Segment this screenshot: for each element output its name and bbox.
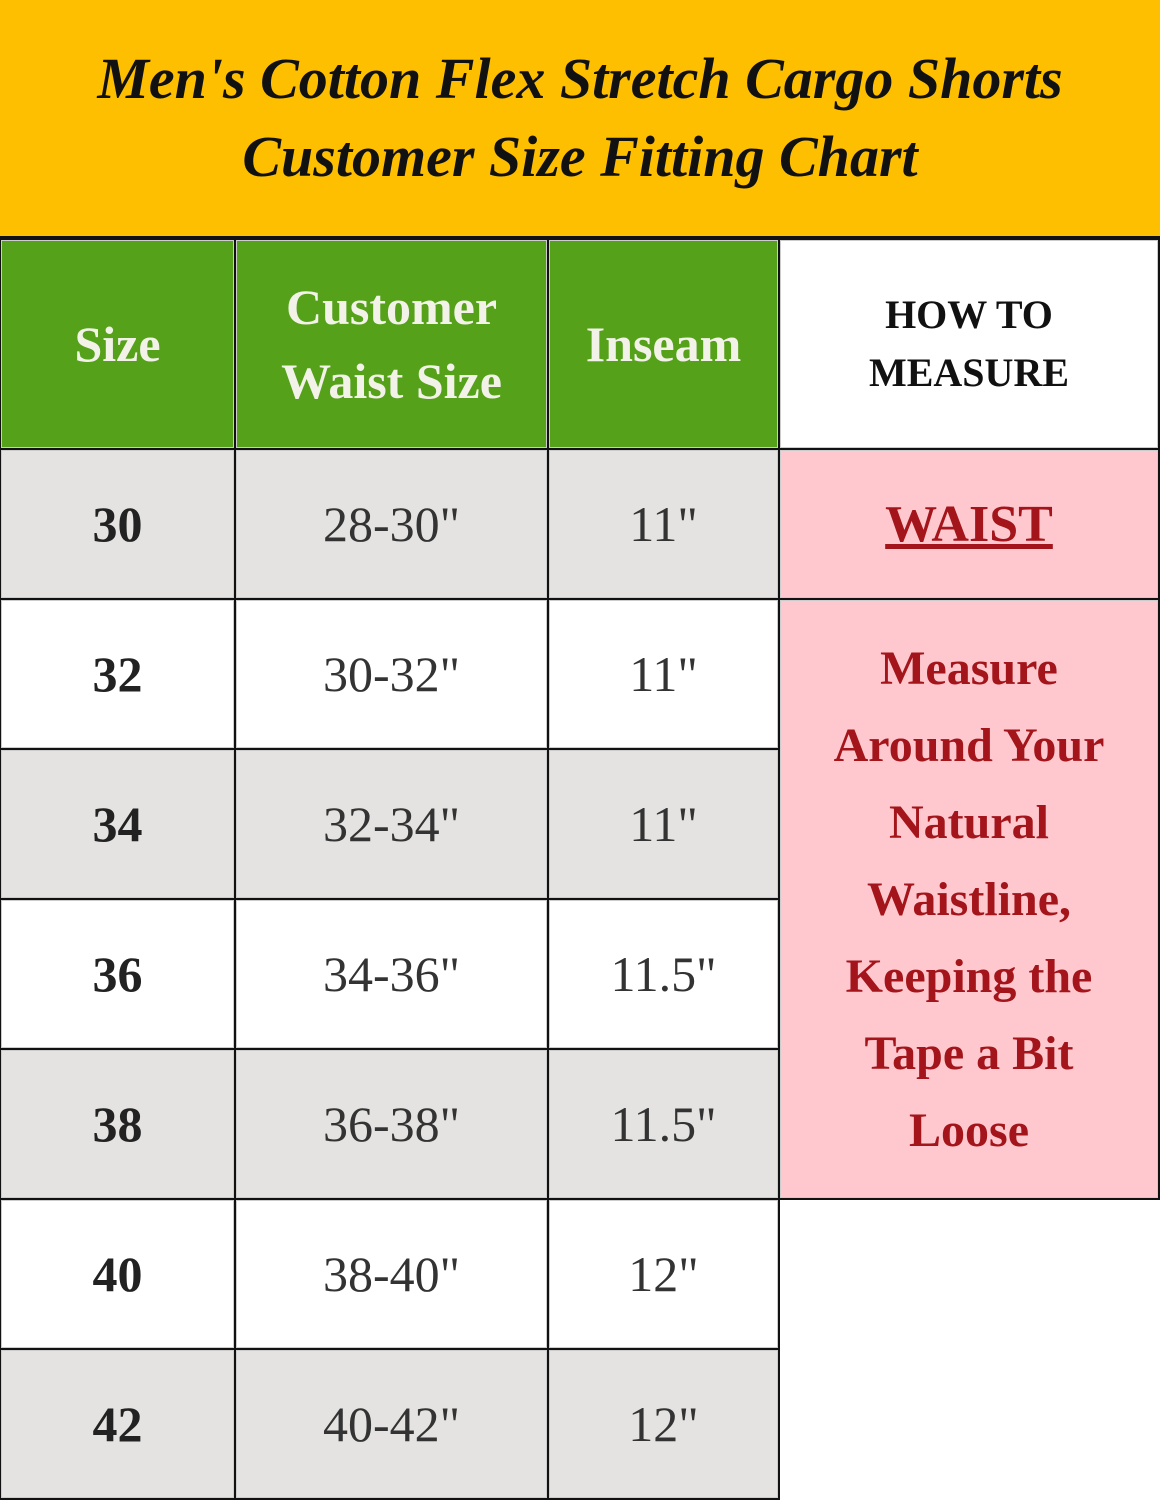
header-inseam: Inseam xyxy=(547,238,780,450)
cell-waist: 34-36" xyxy=(234,898,549,1050)
chart-title: Men's Cotton Flex Stretch Cargo Shorts C… xyxy=(0,0,1160,238)
cell-size: 32 xyxy=(0,598,236,750)
cell-inseam: 11" xyxy=(547,448,780,600)
header-size: Size xyxy=(0,238,236,450)
cell-size: 34 xyxy=(0,748,236,900)
header-how-to-measure: HOW TO MEASURE xyxy=(778,238,1160,450)
cell-size: 30 xyxy=(0,448,236,600)
header-waist: Customer Waist Size xyxy=(234,238,549,450)
cell-waist: 36-38" xyxy=(234,1048,549,1200)
measure-label: WAIST xyxy=(778,448,1160,600)
cell-inseam: 11.5" xyxy=(547,1048,780,1200)
cell-size: 40 xyxy=(0,1198,236,1350)
cell-waist: 32-34" xyxy=(234,748,549,900)
measure-description: Measure Around Your Natural Waistline, K… xyxy=(778,598,1160,1200)
cell-waist: 38-40" xyxy=(234,1198,549,1350)
cell-waist: 28-30" xyxy=(234,448,549,600)
cell-size: 36 xyxy=(0,898,236,1050)
cell-size: 42 xyxy=(0,1348,236,1500)
cell-inseam: 11.5" xyxy=(547,898,780,1050)
cell-inseam: 11" xyxy=(547,748,780,900)
cell-waist: 40-42" xyxy=(234,1348,549,1500)
cell-inseam: 11" xyxy=(547,598,780,750)
cell-inseam: 12" xyxy=(547,1198,780,1350)
title-line-2: Customer Size Fitting Chart xyxy=(242,124,918,189)
cell-inseam: 12" xyxy=(547,1348,780,1500)
cell-waist: 30-32" xyxy=(234,598,549,750)
cell-size: 38 xyxy=(0,1048,236,1200)
title-line-1: Men's Cotton Flex Stretch Cargo Shorts xyxy=(97,46,1063,111)
